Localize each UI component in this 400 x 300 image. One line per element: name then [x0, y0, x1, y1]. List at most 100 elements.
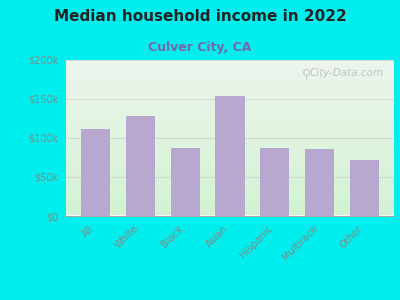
Bar	[66, 100, 394, 101]
Bar	[66, 171, 394, 172]
Bar	[66, 140, 394, 141]
Bar	[66, 164, 394, 165]
Bar	[66, 184, 394, 185]
Bar	[66, 180, 394, 181]
Bar	[66, 201, 394, 202]
Bar	[66, 175, 394, 176]
Bar	[66, 193, 394, 194]
Bar	[66, 187, 394, 188]
Bar	[66, 116, 394, 117]
Bar	[66, 157, 394, 158]
Bar	[66, 118, 394, 119]
Bar	[66, 172, 394, 173]
Bar	[66, 177, 394, 178]
Bar	[66, 155, 394, 156]
Bar	[66, 124, 394, 125]
Bar	[66, 61, 394, 62]
Bar	[66, 112, 394, 113]
Bar	[66, 204, 394, 205]
Bar	[66, 125, 394, 126]
Bar	[66, 83, 394, 84]
Bar	[66, 128, 394, 129]
Bar	[66, 64, 394, 65]
Bar	[66, 203, 394, 204]
Bar	[170, 148, 200, 216]
Bar	[66, 199, 394, 200]
Bar	[66, 162, 394, 163]
Bar	[66, 214, 394, 215]
Bar	[66, 66, 394, 67]
Bar	[66, 65, 394, 66]
Bar	[66, 132, 394, 133]
Bar	[66, 86, 394, 87]
Bar	[66, 188, 394, 189]
Bar	[66, 133, 394, 134]
Bar	[66, 211, 394, 212]
Bar	[66, 194, 394, 195]
Bar	[305, 149, 334, 216]
Bar	[66, 154, 394, 155]
Bar	[66, 107, 394, 108]
Bar	[66, 198, 394, 199]
Bar	[66, 89, 394, 90]
Bar	[66, 103, 394, 104]
Bar	[260, 148, 290, 216]
Bar	[66, 121, 394, 122]
Bar	[66, 189, 394, 190]
Bar	[66, 109, 394, 110]
Bar	[66, 104, 394, 105]
Bar	[66, 96, 394, 97]
Bar	[81, 129, 110, 216]
Bar	[66, 91, 394, 92]
Bar	[66, 62, 394, 63]
Bar	[66, 210, 394, 211]
Bar	[66, 169, 394, 170]
Bar	[66, 146, 394, 147]
Bar	[66, 71, 394, 72]
Bar	[66, 85, 394, 86]
Bar	[66, 209, 394, 210]
Bar	[66, 81, 394, 82]
Bar	[66, 105, 394, 106]
Bar	[66, 143, 394, 144]
Bar	[66, 138, 394, 139]
Text: ⚲: ⚲	[302, 68, 311, 81]
Bar	[66, 192, 394, 193]
Bar	[66, 151, 394, 152]
Bar	[66, 145, 394, 146]
Bar	[66, 87, 394, 88]
Bar	[66, 182, 394, 183]
Bar	[66, 136, 394, 137]
Bar	[66, 168, 394, 169]
Bar	[66, 129, 394, 130]
Bar	[66, 72, 394, 73]
Bar	[66, 77, 394, 78]
Bar	[66, 115, 394, 116]
Bar	[66, 149, 394, 150]
Bar	[66, 95, 394, 96]
Bar	[66, 80, 394, 81]
Bar	[66, 161, 394, 162]
Bar	[66, 206, 394, 207]
Bar	[216, 96, 244, 216]
Bar	[66, 84, 394, 85]
Bar	[66, 101, 394, 102]
Bar	[66, 119, 394, 120]
Bar	[66, 92, 394, 93]
Bar	[66, 114, 394, 115]
Bar	[66, 90, 394, 91]
Bar	[66, 150, 394, 151]
Bar	[66, 97, 394, 98]
Bar	[66, 213, 394, 214]
Bar	[66, 93, 394, 94]
Bar	[66, 131, 394, 132]
Bar	[66, 127, 394, 128]
Bar	[66, 102, 394, 103]
Bar	[66, 148, 394, 149]
Bar	[66, 196, 394, 197]
Bar	[66, 73, 394, 74]
Bar	[66, 78, 394, 79]
Bar	[66, 98, 394, 99]
Bar	[66, 165, 394, 166]
Bar	[66, 178, 394, 179]
